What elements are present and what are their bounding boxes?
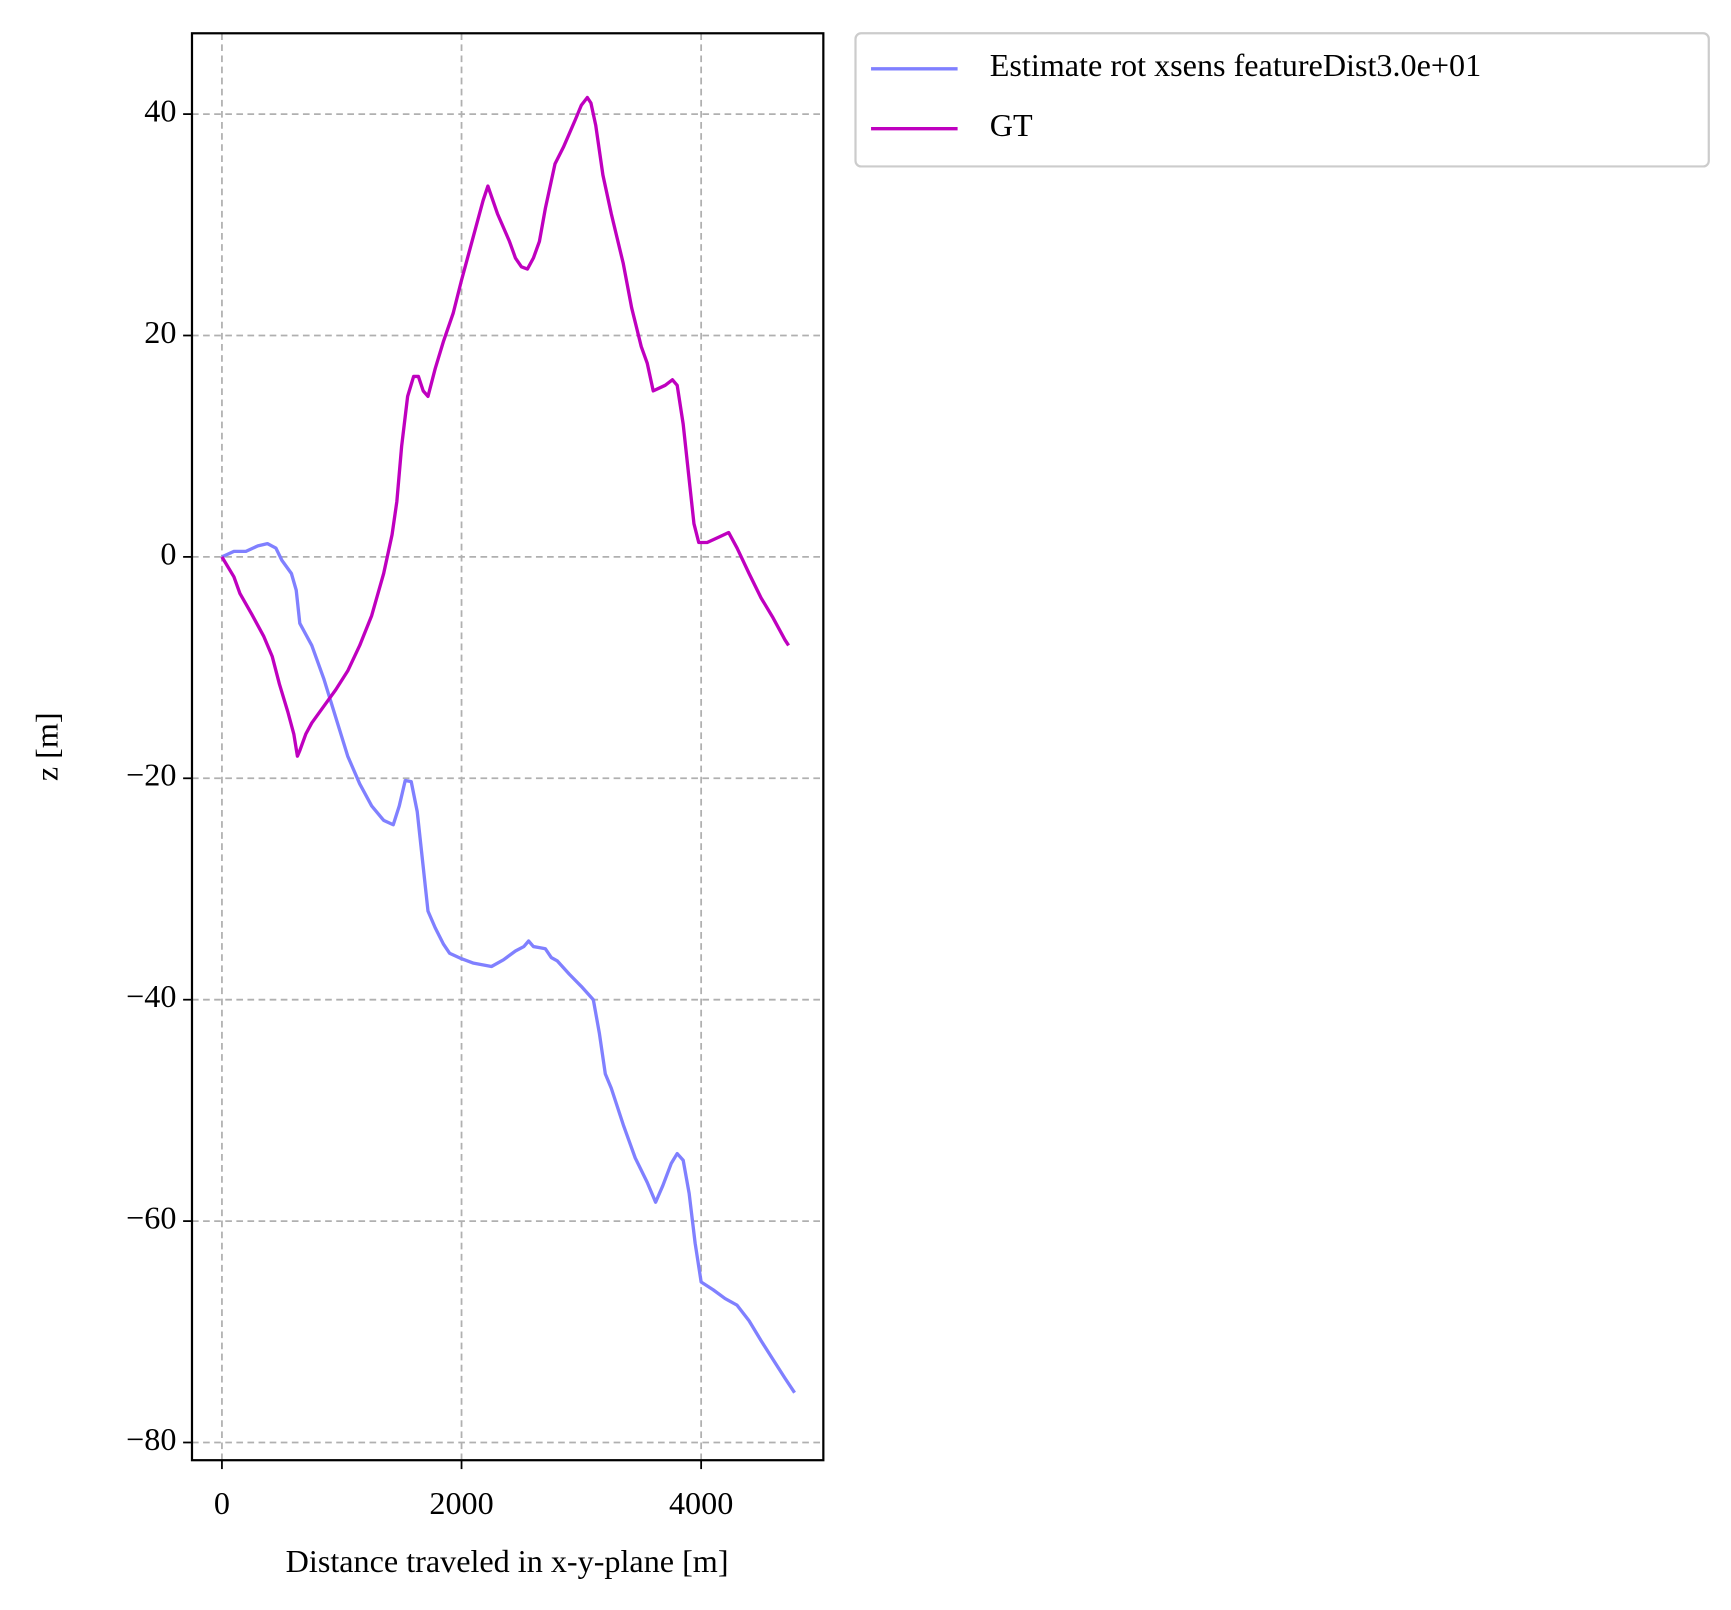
- x-tick-label: 2000: [429, 1485, 493, 1521]
- legend-label: Estimate rot xsens featureDist3.0e+01: [990, 47, 1481, 83]
- y-tick-label: −80: [126, 1421, 176, 1457]
- x-tick-label: 4000: [669, 1485, 733, 1521]
- y-axis-label: z [m]: [28, 712, 64, 781]
- y-tick-label: 0: [160, 535, 176, 571]
- x-axis-label: Distance traveled in x-y-plane [m]: [286, 1543, 729, 1579]
- data-line: [220, 95, 790, 758]
- x-tick-label: 0: [214, 1485, 230, 1521]
- axes-frame: [190, 32, 825, 1462]
- y-tick-label: 20: [144, 314, 176, 350]
- data-line: [221, 541, 796, 1394]
- y-tick-label: −40: [126, 978, 176, 1014]
- y-tick-label: −60: [126, 1199, 176, 1235]
- y-tick-label: −20: [126, 757, 176, 793]
- legend-label: GT: [990, 107, 1033, 143]
- legend-box: [854, 32, 1710, 168]
- y-tick-label: 40: [144, 92, 176, 128]
